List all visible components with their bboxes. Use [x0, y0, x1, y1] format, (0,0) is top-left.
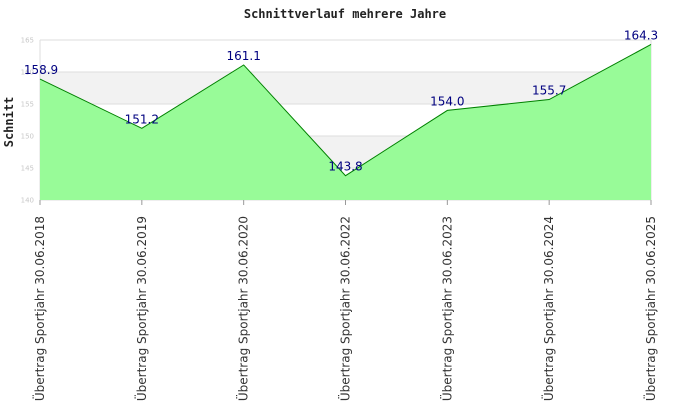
chart-title: Schnittverlauf mehrere Jahre: [244, 7, 446, 21]
y-tick-label: 150: [21, 133, 34, 141]
data-label: 158.9: [24, 63, 58, 77]
data-label: 161.1: [226, 49, 260, 63]
x-tick-label: Übertrag Sportjahr 30.06.2023: [438, 216, 454, 401]
y-axis-label: Schnitt: [2, 97, 16, 148]
x-tick-label: Übertrag Sportjahr 30.06.2019: [133, 216, 149, 401]
grid-band: [40, 72, 651, 104]
y-tick-label: 145: [21, 165, 34, 173]
data-label: 151.2: [125, 112, 159, 126]
y-tick-label: 155: [21, 101, 34, 109]
y-tick-label: 165: [21, 37, 34, 45]
x-tick-label: Übertrag Sportjahr 30.06.2018: [31, 216, 47, 401]
data-label: 143.8: [328, 160, 362, 174]
data-label: 154.0: [430, 94, 464, 108]
y-axis-ticks: 140 145 150 155 160 165: [21, 37, 34, 205]
series-line: [39, 44, 652, 177]
data-labels: 158.9 151.2 161.1 143.8 154.0 155.7 164.3: [24, 28, 658, 173]
data-label: 155.7: [532, 84, 566, 98]
x-axis-ticks: Übertrag Sportjahr 30.06.2018 Übertrag Sp…: [31, 200, 658, 401]
x-tick-label: Übertrag Sportjahr 30.06.2025: [642, 216, 658, 401]
x-tick-label: Übertrag Sportjahr 30.06.2024: [540, 216, 556, 401]
grid-band: [40, 40, 651, 72]
y-tick-label: 160: [21, 69, 34, 77]
y-tick-label: 140: [21, 197, 34, 205]
x-tick-label: Übertrag Sportjahr 30.06.2022: [337, 216, 353, 401]
series-area: [40, 44, 651, 201]
x-tick-label: Übertrag Sportjahr 30.06.2020: [235, 216, 251, 401]
data-label: 164.3: [624, 28, 658, 42]
